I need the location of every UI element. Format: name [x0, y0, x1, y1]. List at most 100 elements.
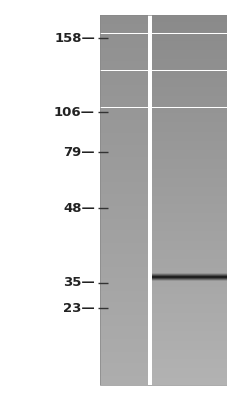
Bar — [151, 244, 227, 246]
Bar — [100, 241, 147, 242]
Bar — [151, 37, 227, 39]
Bar — [100, 307, 147, 309]
Bar — [100, 228, 147, 230]
Bar — [151, 120, 227, 122]
Bar — [100, 263, 147, 265]
Bar — [151, 381, 227, 383]
Bar — [151, 287, 227, 289]
Bar — [100, 333, 147, 335]
Bar — [151, 283, 227, 285]
Bar — [151, 256, 227, 257]
Bar — [100, 200, 147, 202]
Bar — [151, 63, 227, 65]
Bar — [100, 368, 147, 370]
Bar — [100, 143, 147, 144]
Bar — [151, 328, 227, 330]
Bar — [100, 292, 147, 294]
Bar — [100, 168, 147, 170]
Bar — [100, 106, 147, 108]
Bar — [151, 148, 227, 150]
Bar — [151, 274, 227, 276]
Bar — [151, 285, 227, 287]
Bar — [151, 228, 227, 230]
Bar — [151, 78, 227, 80]
Bar — [151, 39, 227, 41]
Bar — [151, 207, 227, 209]
Bar — [151, 315, 227, 316]
Bar — [151, 132, 227, 133]
Bar — [151, 233, 227, 235]
Bar — [100, 102, 147, 104]
Bar — [100, 278, 147, 280]
Bar — [151, 206, 227, 207]
Bar — [151, 276, 227, 278]
Bar — [100, 361, 147, 363]
Bar — [100, 82, 147, 84]
Bar — [151, 366, 227, 368]
Bar — [100, 300, 147, 302]
Bar — [151, 257, 227, 259]
Bar — [100, 294, 147, 296]
Bar — [151, 235, 227, 237]
Bar — [151, 109, 227, 111]
Bar — [100, 376, 147, 378]
Bar — [100, 315, 147, 316]
Bar — [100, 135, 147, 137]
Bar — [100, 280, 147, 282]
Bar — [151, 313, 227, 315]
Bar — [100, 58, 147, 60]
Bar — [151, 331, 227, 333]
Bar — [100, 180, 147, 182]
Bar — [100, 204, 147, 206]
Bar — [151, 202, 227, 204]
Bar — [100, 174, 147, 176]
Bar — [100, 267, 147, 268]
Bar — [151, 115, 227, 117]
Bar — [151, 273, 227, 275]
Bar — [100, 48, 147, 50]
Bar — [151, 265, 227, 267]
Bar — [151, 322, 227, 324]
Bar — [151, 61, 227, 63]
Bar — [100, 89, 147, 91]
Bar — [151, 50, 227, 52]
Bar — [100, 109, 147, 111]
Bar — [100, 150, 147, 152]
Bar — [100, 111, 147, 113]
Bar — [151, 324, 227, 326]
Bar — [151, 141, 227, 143]
Bar — [100, 209, 147, 211]
Bar — [100, 15, 147, 17]
Bar — [151, 380, 227, 381]
Bar — [151, 363, 227, 365]
Bar — [151, 302, 227, 304]
Bar — [100, 15, 227, 385]
Bar — [151, 108, 227, 109]
Bar — [151, 300, 227, 302]
Bar — [100, 20, 147, 22]
Bar — [151, 91, 227, 93]
Bar — [100, 320, 147, 322]
Bar — [100, 17, 147, 19]
Bar — [100, 232, 147, 233]
Bar — [151, 122, 227, 124]
Bar — [100, 224, 147, 226]
Bar — [151, 96, 227, 98]
Bar — [100, 318, 147, 320]
Bar — [100, 108, 147, 109]
Bar — [151, 268, 227, 270]
Bar — [100, 218, 147, 220]
Bar — [100, 242, 147, 244]
Bar — [151, 296, 227, 298]
Bar — [100, 206, 147, 207]
Bar — [100, 119, 147, 120]
Bar — [100, 24, 147, 26]
Bar — [151, 376, 227, 378]
Bar — [100, 233, 147, 235]
Bar — [100, 217, 147, 218]
Bar — [100, 296, 147, 298]
Bar — [100, 374, 147, 376]
Bar — [100, 235, 147, 237]
Bar — [100, 211, 147, 213]
Bar — [100, 185, 147, 187]
